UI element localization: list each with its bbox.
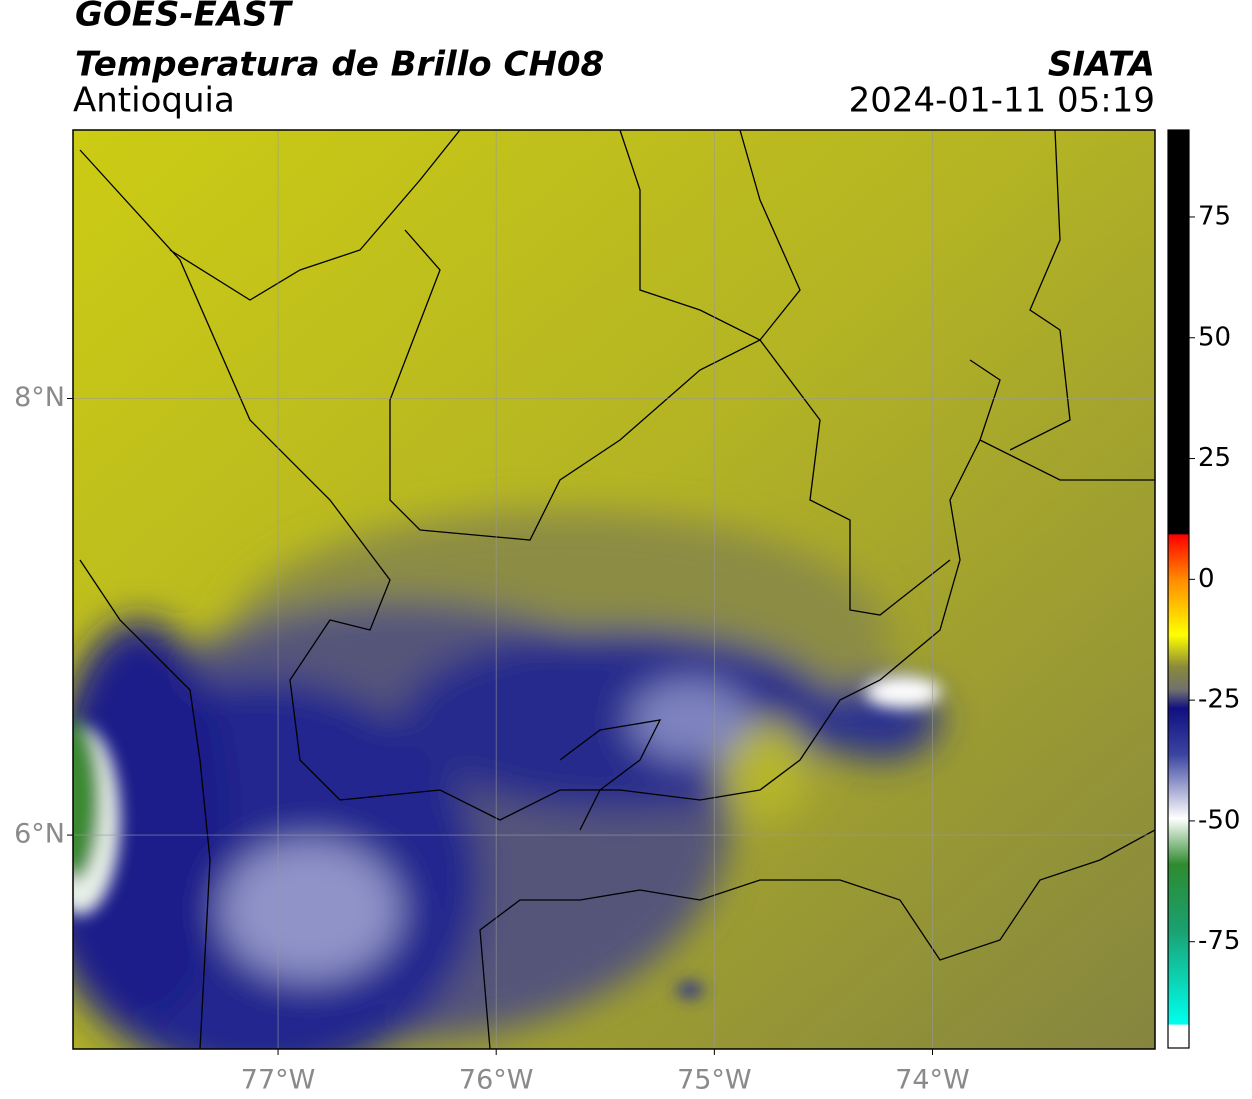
region: Antioquia xyxy=(73,81,235,121)
colorbar-tick-label: 25 xyxy=(1198,443,1231,473)
y-tick-label: 8°N xyxy=(14,382,65,413)
subtitle: Temperatura de Brillo CH08 xyxy=(75,45,604,85)
colorbar-tick-label: 50 xyxy=(1198,322,1231,352)
x-tick-label: 77°W xyxy=(241,1065,316,1096)
datetime: 2024-01-11 05:19 xyxy=(849,81,1155,121)
colorbar-tick-label: 0 xyxy=(1198,564,1215,594)
title: GOES-EAST xyxy=(75,0,294,35)
x-tick-label: 74°W xyxy=(895,1065,970,1096)
y-tick-label: 6°N xyxy=(14,819,65,850)
source: SIATA xyxy=(1048,45,1155,85)
colorbar xyxy=(1167,129,1190,1049)
x-tick-label: 76°W xyxy=(459,1065,534,1096)
x-tick-label: 75°W xyxy=(677,1065,752,1096)
colorbar-tick-label: -75 xyxy=(1198,926,1240,956)
colorbar-tick-label: -50 xyxy=(1198,805,1240,835)
colorbar-tick-label: -25 xyxy=(1198,685,1240,715)
colorbar-tick-label: 75 xyxy=(1198,201,1231,231)
grid xyxy=(73,130,1155,1049)
map-frame xyxy=(72,129,1156,1050)
map-image xyxy=(73,130,1155,1049)
